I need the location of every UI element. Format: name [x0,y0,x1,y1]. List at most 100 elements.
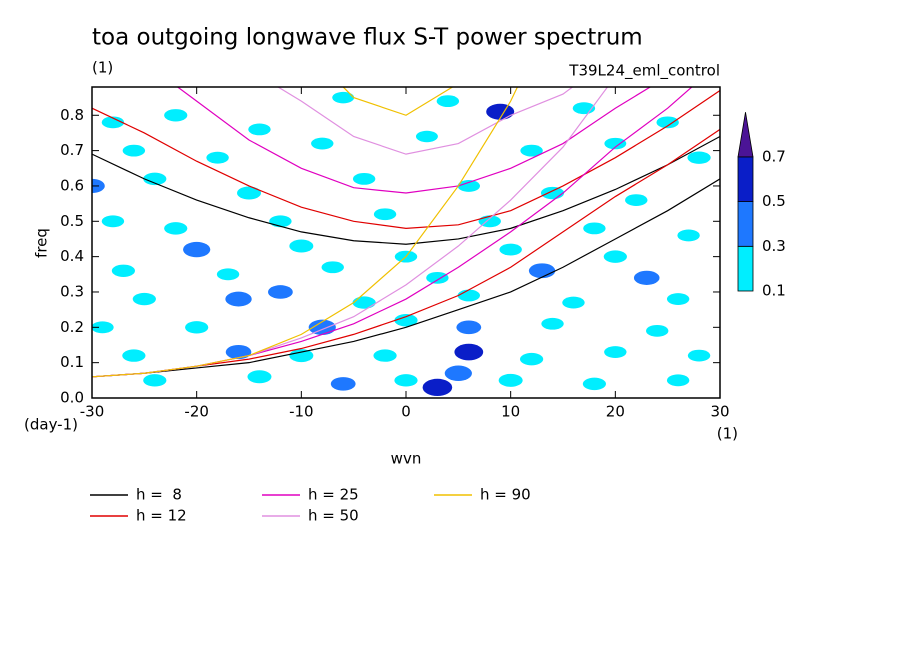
power-patch [541,317,564,330]
y-tick-label: 0.2 [60,318,84,336]
power-patch [454,343,484,361]
power-patch [520,144,543,157]
x-axis-unit: (1) [717,425,738,443]
power-patch [308,319,336,336]
power-patch [498,373,523,387]
power-patch [426,271,449,284]
power-patch [633,270,660,285]
power-patch [225,291,252,307]
dispersion-curve [92,178,720,378]
power-patch [687,349,711,362]
power-patch [656,116,679,129]
power-patch [268,285,293,299]
dispersion-curve [342,87,454,116]
power-patch [540,186,565,200]
power-patch [321,261,344,274]
power-patch [394,374,418,387]
colorbar-label: 0.1 [762,282,786,300]
dispersion-curve [92,135,720,245]
power-patch [583,222,606,235]
power-patch [237,186,261,200]
overlay: -30 -20 -10 0 10 20 30 0.0 0.1 0.2 0.3 0.4 0.5 0.6 0.7… [60,86,786,525]
power-patch [528,263,556,279]
dispersion-curve [92,90,720,229]
y-tick-label: 0.1 [60,353,84,371]
y-tick-label: 0.6 [60,176,84,194]
power-patch [457,289,480,302]
x-tick-label: 10 [501,403,520,421]
power-patch [373,208,397,221]
power-patch [216,268,240,281]
power-patch [247,370,272,384]
power-patch [101,116,125,129]
legend-label: h = 90 [480,486,531,504]
subtitle: (1) [92,59,113,77]
y-tick-label: 0.3 [60,282,84,300]
chart-title: toa outgoing longwave flux S-T power spe… [92,25,643,51]
colorbar-segment [737,201,754,247]
power-patch [352,296,376,309]
x-tick-label: 30 [710,403,729,421]
colorbar-segment [737,156,754,202]
power-patch [444,365,472,381]
dispersion-curve [92,87,519,378]
colorbar-label: 0.5 [762,192,786,210]
power-patch [225,344,252,360]
dispersion-curve [276,87,574,155]
legend-label: h = 12 [136,507,187,525]
power-patch [289,349,314,363]
power-patch [289,239,314,253]
power-patch [183,241,211,258]
x-tick-label: -20 [184,403,209,421]
experiment-label: T39L24_eml_control [568,62,720,81]
legend-label: h = 50 [308,507,359,525]
y-axis-label: freq [33,228,51,258]
power-patch [603,250,627,263]
power-patch [436,95,460,108]
power-patch [677,229,700,242]
power-patch [132,292,156,306]
power-patch [562,296,585,309]
power-patch [101,215,125,228]
power-patch [373,349,397,362]
y-tick-label: 0.7 [60,141,84,159]
power-patch [122,349,146,362]
power-patch [687,151,711,164]
y-tick-label: 0.5 [60,212,84,230]
colorbar-label: 0.3 [762,237,786,255]
power-patch [422,378,453,396]
power-patch [582,377,607,391]
power-patch [352,172,376,185]
power-patch [122,144,146,157]
y-tick-label: 0.0 [60,389,84,407]
power-patch [111,264,135,277]
power-patch [311,137,334,150]
power-patch [206,151,229,164]
power-patch [143,172,167,186]
power-patch [520,352,544,366]
y-tick-label: 0.4 [60,247,84,265]
power-patch [415,130,438,143]
legend-label: h = 25 [308,486,359,504]
x-tick-label: -30 [80,403,105,421]
power-patch [332,91,355,104]
x-tick-label: 0 [401,403,411,421]
power-patch [330,377,356,391]
power-patch [666,374,690,387]
power-patch [92,321,114,334]
x-tick-label: 20 [606,403,625,421]
x-axis-label: wvn [391,450,422,468]
colorbar-segment [737,245,754,292]
power-patch [604,346,627,358]
power-patch [185,321,209,334]
power-patch [143,374,167,387]
power-patch [666,293,690,305]
power-patch [646,324,669,337]
colorbar-label: 0.7 [762,147,786,165]
power-patch [394,314,418,327]
dispersion-curve [176,87,652,194]
colorbar-extension [737,112,754,158]
power-patch [164,109,188,122]
legend-label: h = 8 [136,486,182,504]
power-patch [457,180,480,192]
